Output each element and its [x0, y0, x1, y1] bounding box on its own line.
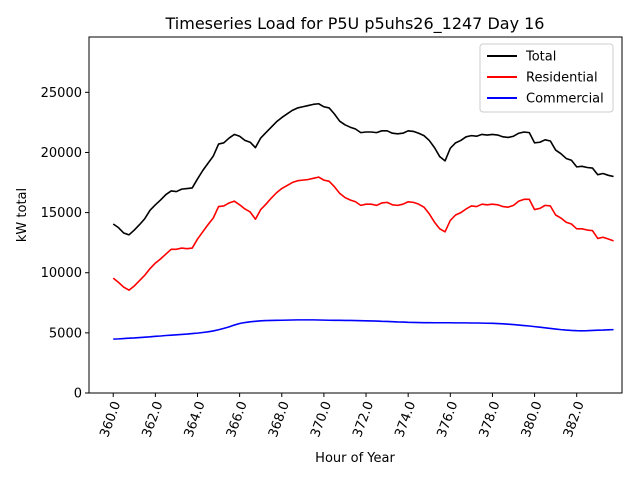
series-line-total — [112, 102, 614, 236]
legend-label-commercial: Commercial — [526, 92, 604, 107]
legend-box — [479, 43, 614, 113]
y-tick-label: 15000 — [41, 206, 82, 221]
legend: Total Residential Commercial — [479, 43, 614, 113]
y-tick-label: 5000 — [49, 326, 82, 341]
plot-frame — [88, 36, 623, 394]
y-axis: 0 5000 10000 15000 20000 25000 — [41, 86, 89, 402]
legend-label-residential: Residential — [526, 71, 598, 86]
y-tick-label: 25000 — [41, 86, 82, 101]
x-axis-label: Hour of Year — [315, 451, 395, 466]
y-tick-label: 0 — [74, 387, 82, 402]
chart-title: Timeseries Load for P5U p5uhs26_1247 Day… — [165, 14, 545, 34]
series-line-commercial — [113, 319, 614, 340]
series-line-residential — [112, 176, 614, 291]
y-tick-label: 20000 — [41, 146, 82, 161]
legend-label-total: Total — [525, 50, 556, 65]
series-layer — [112, 102, 614, 340]
y-tick-label: 10000 — [41, 266, 82, 281]
y-axis-label: kW total — [15, 188, 30, 242]
